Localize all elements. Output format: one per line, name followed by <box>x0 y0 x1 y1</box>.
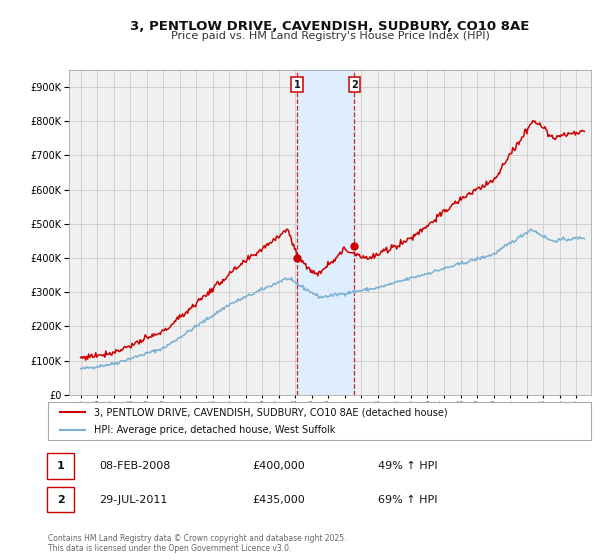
Text: 2: 2 <box>57 494 64 505</box>
Text: 08-FEB-2008: 08-FEB-2008 <box>99 461 170 471</box>
Text: 2: 2 <box>351 80 358 90</box>
Text: £400,000: £400,000 <box>252 461 305 471</box>
Text: 29-JUL-2011: 29-JUL-2011 <box>99 494 167 505</box>
Text: Price paid vs. HM Land Registry's House Price Index (HPI): Price paid vs. HM Land Registry's House … <box>170 31 490 41</box>
FancyBboxPatch shape <box>48 402 591 440</box>
Text: HPI: Average price, detached house, West Suffolk: HPI: Average price, detached house, West… <box>94 425 335 435</box>
Bar <box>297 70 355 395</box>
Text: 1: 1 <box>57 461 64 471</box>
Text: 3, PENTLOW DRIVE, CAVENDISH, SUDBURY, CO10 8AE (detached house): 3, PENTLOW DRIVE, CAVENDISH, SUDBURY, CO… <box>94 407 448 417</box>
Text: 1: 1 <box>293 80 301 90</box>
Text: 69% ↑ HPI: 69% ↑ HPI <box>378 494 437 505</box>
Text: 3, PENTLOW DRIVE, CAVENDISH, SUDBURY, CO10 8AE: 3, PENTLOW DRIVE, CAVENDISH, SUDBURY, CO… <box>130 20 530 32</box>
Text: 49% ↑ HPI: 49% ↑ HPI <box>378 461 437 471</box>
Text: £435,000: £435,000 <box>252 494 305 505</box>
Text: Contains HM Land Registry data © Crown copyright and database right 2025.
This d: Contains HM Land Registry data © Crown c… <box>48 534 347 553</box>
